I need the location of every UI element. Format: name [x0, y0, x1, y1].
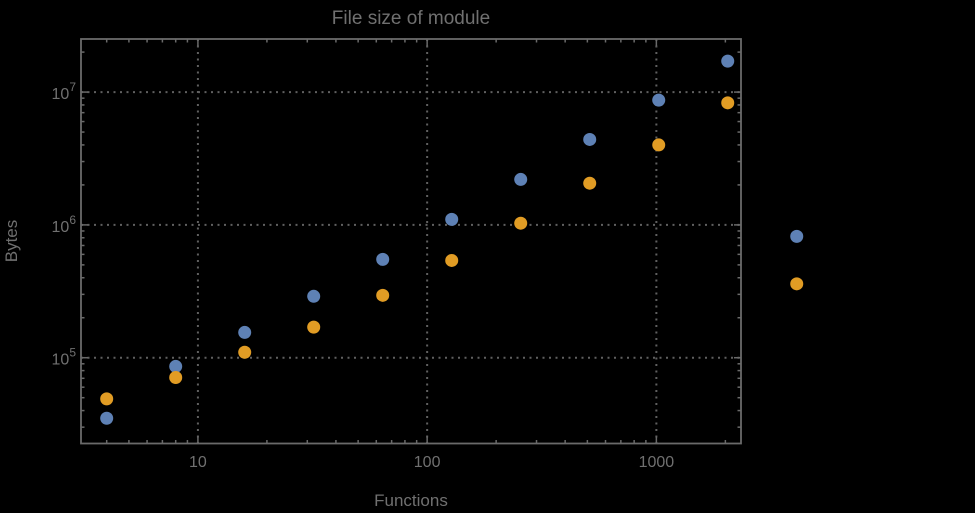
- data-point-series-2-orange: [169, 370, 183, 384]
- data-point-series-2-orange: [307, 320, 321, 334]
- data-point-series-1-blue: [376, 252, 390, 266]
- x-tick-label: 10: [189, 454, 207, 471]
- data-point-series-2-orange: [583, 176, 597, 190]
- chart-title: File size of module: [332, 8, 490, 29]
- data-point-series-1-blue: [790, 229, 804, 243]
- data-point-series-2-orange: [790, 277, 804, 291]
- data-point-series-1-blue: [307, 289, 321, 303]
- y-tick-label: 105: [52, 346, 77, 369]
- plot-frame: [80, 38, 742, 445]
- x-tick-label: 100: [414, 454, 441, 471]
- data-point-series-1-blue: [652, 93, 666, 107]
- data-point-series-2-orange: [652, 138, 666, 152]
- tick-labels: 10 100 1000 105 106 107: [52, 80, 675, 471]
- data-point-series-1-blue: [100, 411, 114, 425]
- data-point-series-2-orange: [238, 345, 252, 359]
- y-tick-label: 106: [52, 213, 77, 236]
- data-point-series-2-orange: [721, 96, 735, 110]
- data-points: [100, 54, 804, 425]
- data-point-series-1-blue: [169, 359, 183, 373]
- axis-ticks: [81, 39, 741, 444]
- data-point-series-2-orange: [514, 216, 528, 230]
- data-point-series-1-blue: [445, 212, 459, 226]
- data-point-series-1-blue: [721, 54, 735, 68]
- data-point-series-1-blue: [238, 325, 252, 339]
- y-axis-label: Bytes: [2, 220, 21, 263]
- gridlines: [81, 39, 741, 444]
- data-point-series-2-orange: [100, 392, 114, 406]
- x-axis-label: Functions: [374, 491, 448, 510]
- data-point-series-1-blue: [583, 132, 597, 146]
- x-tick-label: 1000: [639, 454, 675, 471]
- data-point-series-2-orange: [376, 288, 390, 302]
- data-point-series-2-orange: [445, 253, 459, 267]
- data-point-series-1-blue: [514, 172, 528, 186]
- frame-rect: [80, 38, 742, 445]
- y-tick-label: 107: [52, 80, 77, 103]
